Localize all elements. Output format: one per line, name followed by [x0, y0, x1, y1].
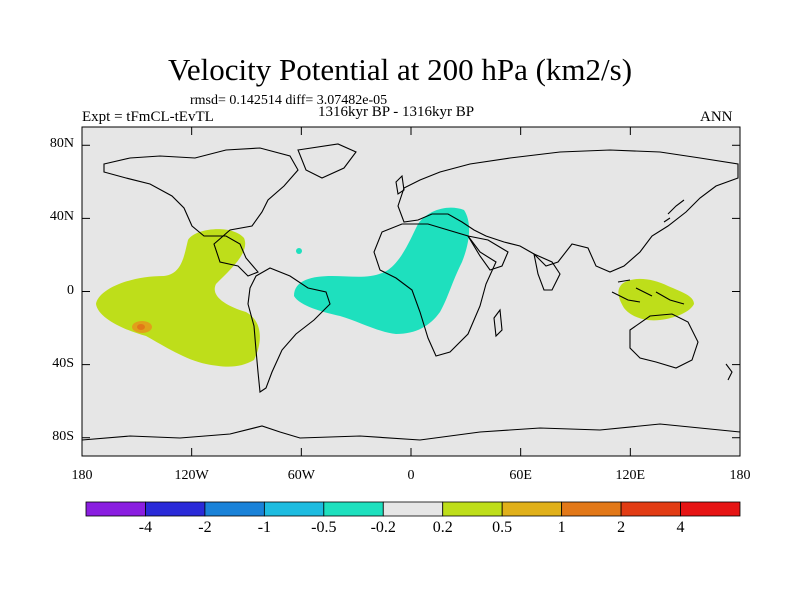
lat-label: 80S [52, 428, 74, 444]
coastline-japan [663, 199, 685, 223]
positive-anomaly-peak-pacific [137, 324, 145, 330]
coastline-new-zealand [725, 363, 733, 381]
colorbar-swatch [382, 501, 444, 517]
axis-ticks [81, 127, 741, 456]
colorbar-label: -4 [138, 519, 153, 536]
period-label: 1316kyr BP - 1316kyr BP [318, 104, 475, 120]
lon-label: 180 [729, 468, 751, 483]
rmsd-stats: rmsd= 0.142514 diff= 3.07482e-05 [190, 93, 388, 108]
lat-label: 40S [52, 355, 74, 371]
colorbar-swatch [501, 501, 563, 517]
colorbar [85, 501, 741, 517]
coastline-south-america [247, 267, 331, 393]
positive-anomaly-region-maritime [618, 278, 694, 321]
colorbar-label: -0.2 [370, 519, 396, 536]
lat-label: 0 [67, 282, 74, 298]
coastline-north-america [103, 147, 299, 277]
colorbar-label: 4 [676, 519, 685, 536]
colorbar-swatch [204, 501, 265, 517]
coastline-antarctica [82, 423, 740, 441]
season-label: ANN [700, 109, 733, 125]
colorbar-label: -0.5 [311, 519, 337, 536]
colorbar-swatch [263, 501, 325, 517]
coastline-africa [373, 223, 497, 357]
colorbar-label: 1 [557, 519, 566, 536]
coastline-australia [629, 313, 699, 369]
colorbar-swatch [323, 501, 384, 517]
colorbar-label: 0.2 [432, 519, 453, 536]
coastlines [82, 143, 740, 441]
lon-label: 180 [71, 468, 93, 483]
lon-label: 0 [407, 468, 415, 483]
coastline-indonesia [611, 279, 685, 305]
colorbar-swatch [145, 501, 206, 517]
coastline-uk [395, 174, 405, 195]
coastline-india [533, 253, 561, 291]
coastline-greenland [297, 143, 357, 179]
lon-label: 60W [287, 468, 315, 483]
colorbar-label: 2 [617, 519, 626, 536]
colorbar-swatch [442, 501, 503, 517]
colorbar-label: 0.5 [492, 519, 513, 536]
coastline-arabia [466, 235, 509, 271]
lat-label: 40N [49, 209, 74, 225]
colorbar-label: -1 [257, 519, 272, 536]
lon-label: 60E [509, 468, 532, 483]
colorbar-swatch [561, 501, 622, 517]
lon-label: 120W [174, 468, 209, 483]
coastline-madagascar [493, 308, 503, 338]
lon-label: 120E [615, 468, 646, 483]
positive-anomaly-region-pacific [96, 229, 260, 367]
lat-label: 80N [49, 136, 74, 152]
coastline-europe-asia [397, 149, 739, 273]
colorbar-swatch [620, 501, 681, 517]
negative-anomaly-spot [296, 248, 302, 254]
negative-anomaly-region-atlantic-africa [294, 207, 470, 334]
experiment-label: Expt = tFmCL-tEvTL [82, 109, 214, 125]
colorbar-swatch [85, 501, 146, 517]
map-title: Velocity Potential at 200 hPa (km2/s) [167, 52, 633, 87]
colorbar-label: -2 [198, 519, 212, 536]
colorbar-swatch [680, 501, 741, 517]
